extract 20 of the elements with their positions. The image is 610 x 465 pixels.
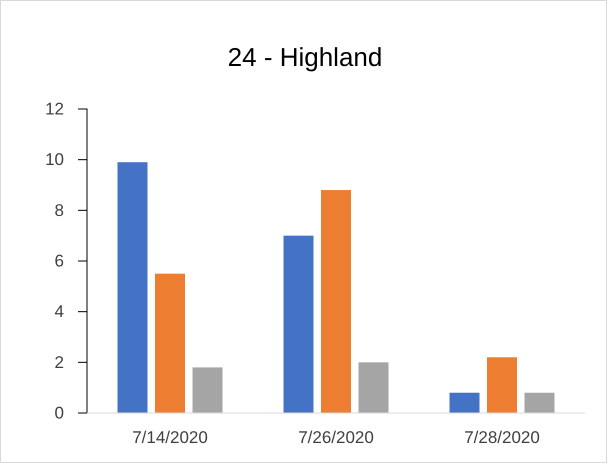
bar (358, 362, 388, 413)
bar (321, 190, 351, 413)
chart-title: 24 - Highland (228, 42, 382, 72)
x-tick-label: 7/26/2020 (298, 428, 374, 448)
x-tick-label: 7/14/2020 (132, 428, 208, 448)
y-tick-label: 4 (54, 302, 64, 322)
bar (487, 357, 517, 413)
y-tick-label: 2 (54, 352, 64, 372)
bar (524, 392, 554, 413)
x-tick-label: 7/28/2020 (464, 428, 540, 448)
bar (118, 162, 148, 413)
bar (155, 274, 185, 413)
y-tick-label: 10 (45, 150, 64, 170)
y-tick-label: 0 (54, 403, 64, 422)
y-tick-label: 12 (45, 99, 64, 118)
y-tick-label: 8 (54, 200, 64, 220)
bar (192, 367, 222, 413)
bar (450, 392, 480, 413)
bar (284, 236, 314, 413)
y-tick-label: 6 (54, 251, 64, 270)
